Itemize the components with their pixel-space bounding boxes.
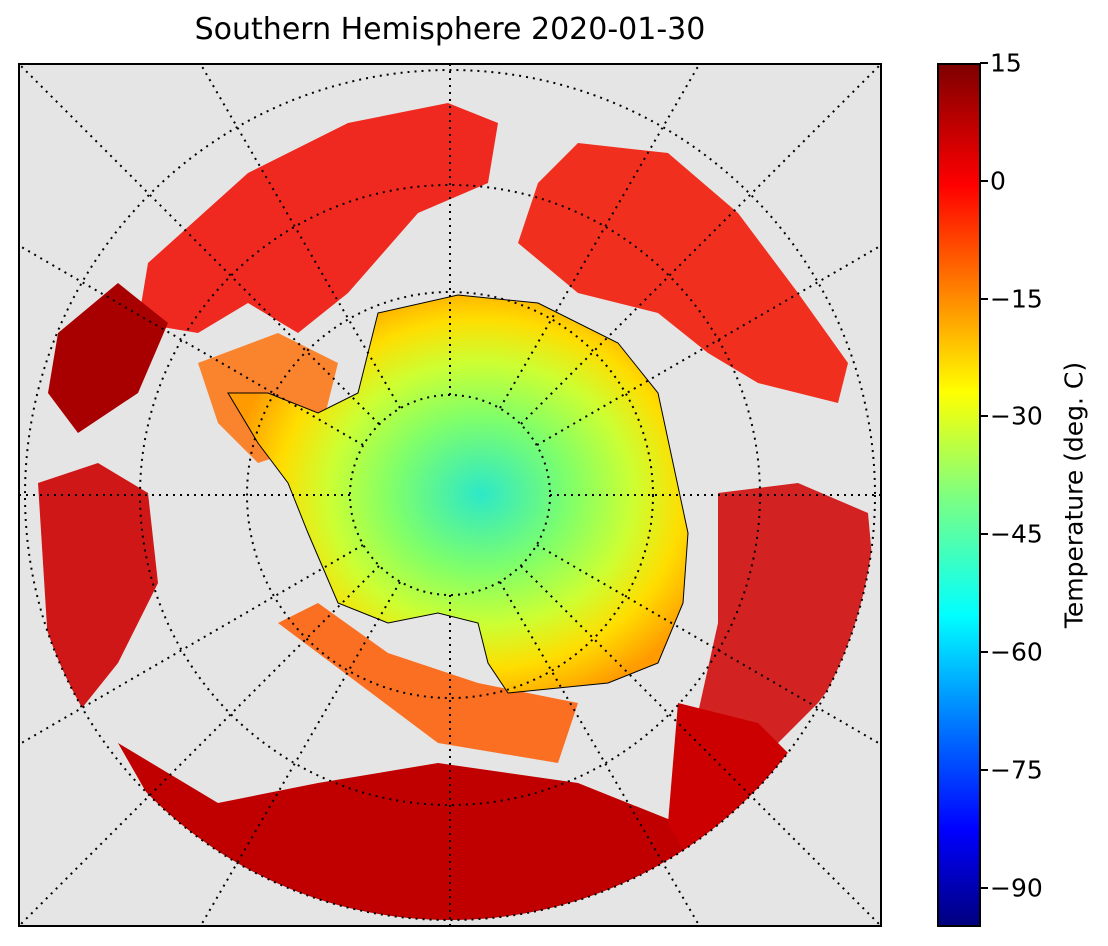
colorbar (937, 63, 981, 927)
latitude-circle-30 (24, 69, 876, 921)
colorbar-tick-mark (980, 62, 988, 64)
colorbar-tick-label: −15 (990, 284, 1043, 314)
cloud-region-east (698, 483, 875, 763)
colorbar-tick-mark (980, 297, 988, 300)
colorbar-tick-mark (980, 415, 988, 418)
colorbar-tick-label: 0 (990, 166, 1006, 196)
graticule (18, 63, 882, 927)
colorbar-tick-label: −90 (990, 873, 1043, 903)
map-title: Southern Hemisphere 2020-01-30 (194, 12, 706, 47)
meridian-line (18, 565, 380, 927)
antarctica-surface (227, 294, 689, 694)
colorbar-tick-mark (980, 651, 988, 654)
polar-map (18, 63, 882, 927)
antarctica-layer (227, 294, 689, 694)
map-panel (18, 63, 882, 927)
colorbar-tick-label: −60 (990, 637, 1043, 667)
latitude-circle-50 (246, 291, 654, 699)
colorbar-tick-mark (980, 533, 988, 536)
colorbar-tick-mark (980, 886, 988, 889)
cloud-region-west (38, 463, 158, 713)
cloud-region-northwest (48, 283, 168, 433)
colorbar-tick-label: −30 (990, 401, 1043, 431)
cloud-region-north (138, 103, 498, 333)
colorbar-tick-label: 15 (990, 48, 1022, 78)
map-border (18, 63, 882, 927)
colorbar-tick-label: −45 (990, 519, 1043, 549)
colorbar-tick-mark (980, 179, 988, 182)
meridian-line (520, 63, 882, 425)
cloud-region-inner-ring-south (278, 603, 578, 763)
meridian-line (18, 63, 380, 425)
colorbar-tick-label: −75 (990, 755, 1043, 785)
colorbar-tick-mark (980, 768, 988, 771)
colorbar-label: Temperature (deg. C) (1059, 361, 1089, 629)
cloud-region-northeast (518, 143, 848, 403)
meridian-line (520, 565, 882, 927)
